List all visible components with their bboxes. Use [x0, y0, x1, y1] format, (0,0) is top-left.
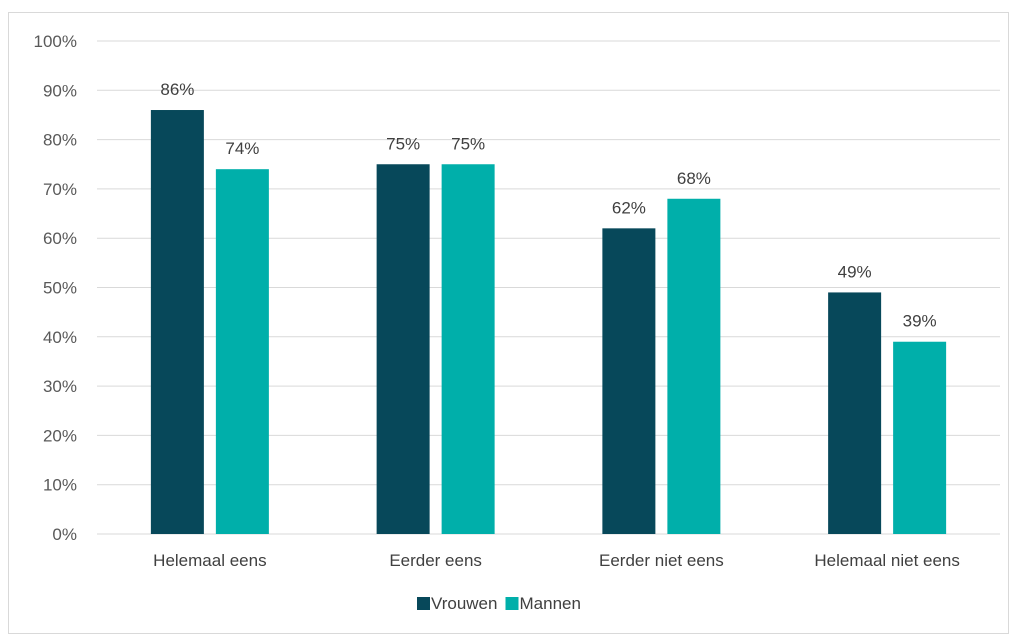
- y-tick-label: 40%: [43, 328, 77, 347]
- y-tick-label: 90%: [43, 81, 77, 100]
- data-label: 39%: [903, 312, 937, 331]
- x-category-label: Eerder eens: [389, 551, 482, 570]
- legend-label-vrouwen: Vrouwen: [431, 594, 497, 613]
- bar-vrouwen-2: [602, 228, 656, 534]
- legend-swatch-vrouwen: [417, 597, 430, 610]
- y-tick-label: 0%: [52, 525, 77, 544]
- data-label: 62%: [612, 198, 646, 217]
- data-labels: 86% 74% 75% 75% 62% 68% 49% 39%: [160, 80, 936, 331]
- y-tick-label: 30%: [43, 377, 77, 396]
- y-axis-tick-labels: 0% 10% 20% 30% 40% 50% 60% 70% 80% 90% 100%: [34, 32, 77, 544]
- y-tick-label: 100%: [34, 32, 77, 51]
- legend-label-mannen: Mannen: [520, 594, 581, 613]
- bar-mannen-0: [215, 169, 269, 534]
- y-tick-label: 50%: [43, 279, 77, 298]
- data-label: 75%: [386, 134, 420, 153]
- legend: Vrouwen Mannen: [417, 594, 581, 613]
- x-axis-category-labels: Helemaal eens Eerder eens Eerder niet eens…: [153, 551, 960, 570]
- bar-vrouwen-3: [828, 292, 882, 534]
- data-label: 49%: [838, 262, 872, 281]
- y-tick-label: 10%: [43, 476, 77, 495]
- y-tick-label: 80%: [43, 131, 77, 150]
- y-tick-label: 20%: [43, 426, 77, 445]
- bar-mannen-1: [441, 164, 495, 534]
- x-category-label: Helemaal niet eens: [814, 551, 960, 570]
- bar-chart: 0% 10% 20% 30% 40% 50% 60% 70% 80% 90% 100% 86% 74%…: [34, 32, 1000, 613]
- y-tick-label: 70%: [43, 180, 77, 199]
- data-label: 74%: [225, 139, 259, 158]
- bars: [150, 110, 947, 535]
- bar-mannen-2: [667, 198, 721, 534]
- bar-vrouwen-0: [150, 110, 204, 535]
- y-tick-label: 60%: [43, 229, 77, 248]
- bar-mannen-3: [893, 341, 947, 534]
- data-label: 68%: [677, 169, 711, 188]
- data-label: 86%: [160, 80, 194, 99]
- data-label: 75%: [451, 134, 485, 153]
- x-category-label: Eerder niet eens: [599, 551, 724, 570]
- legend-swatch-mannen: [505, 597, 519, 610]
- chart-frame: 0% 10% 20% 30% 40% 50% 60% 70% 80% 90% 100% 86% 74%…: [8, 12, 1009, 634]
- x-category-label: Helemaal eens: [153, 551, 266, 570]
- bar-vrouwen-1: [376, 164, 430, 534]
